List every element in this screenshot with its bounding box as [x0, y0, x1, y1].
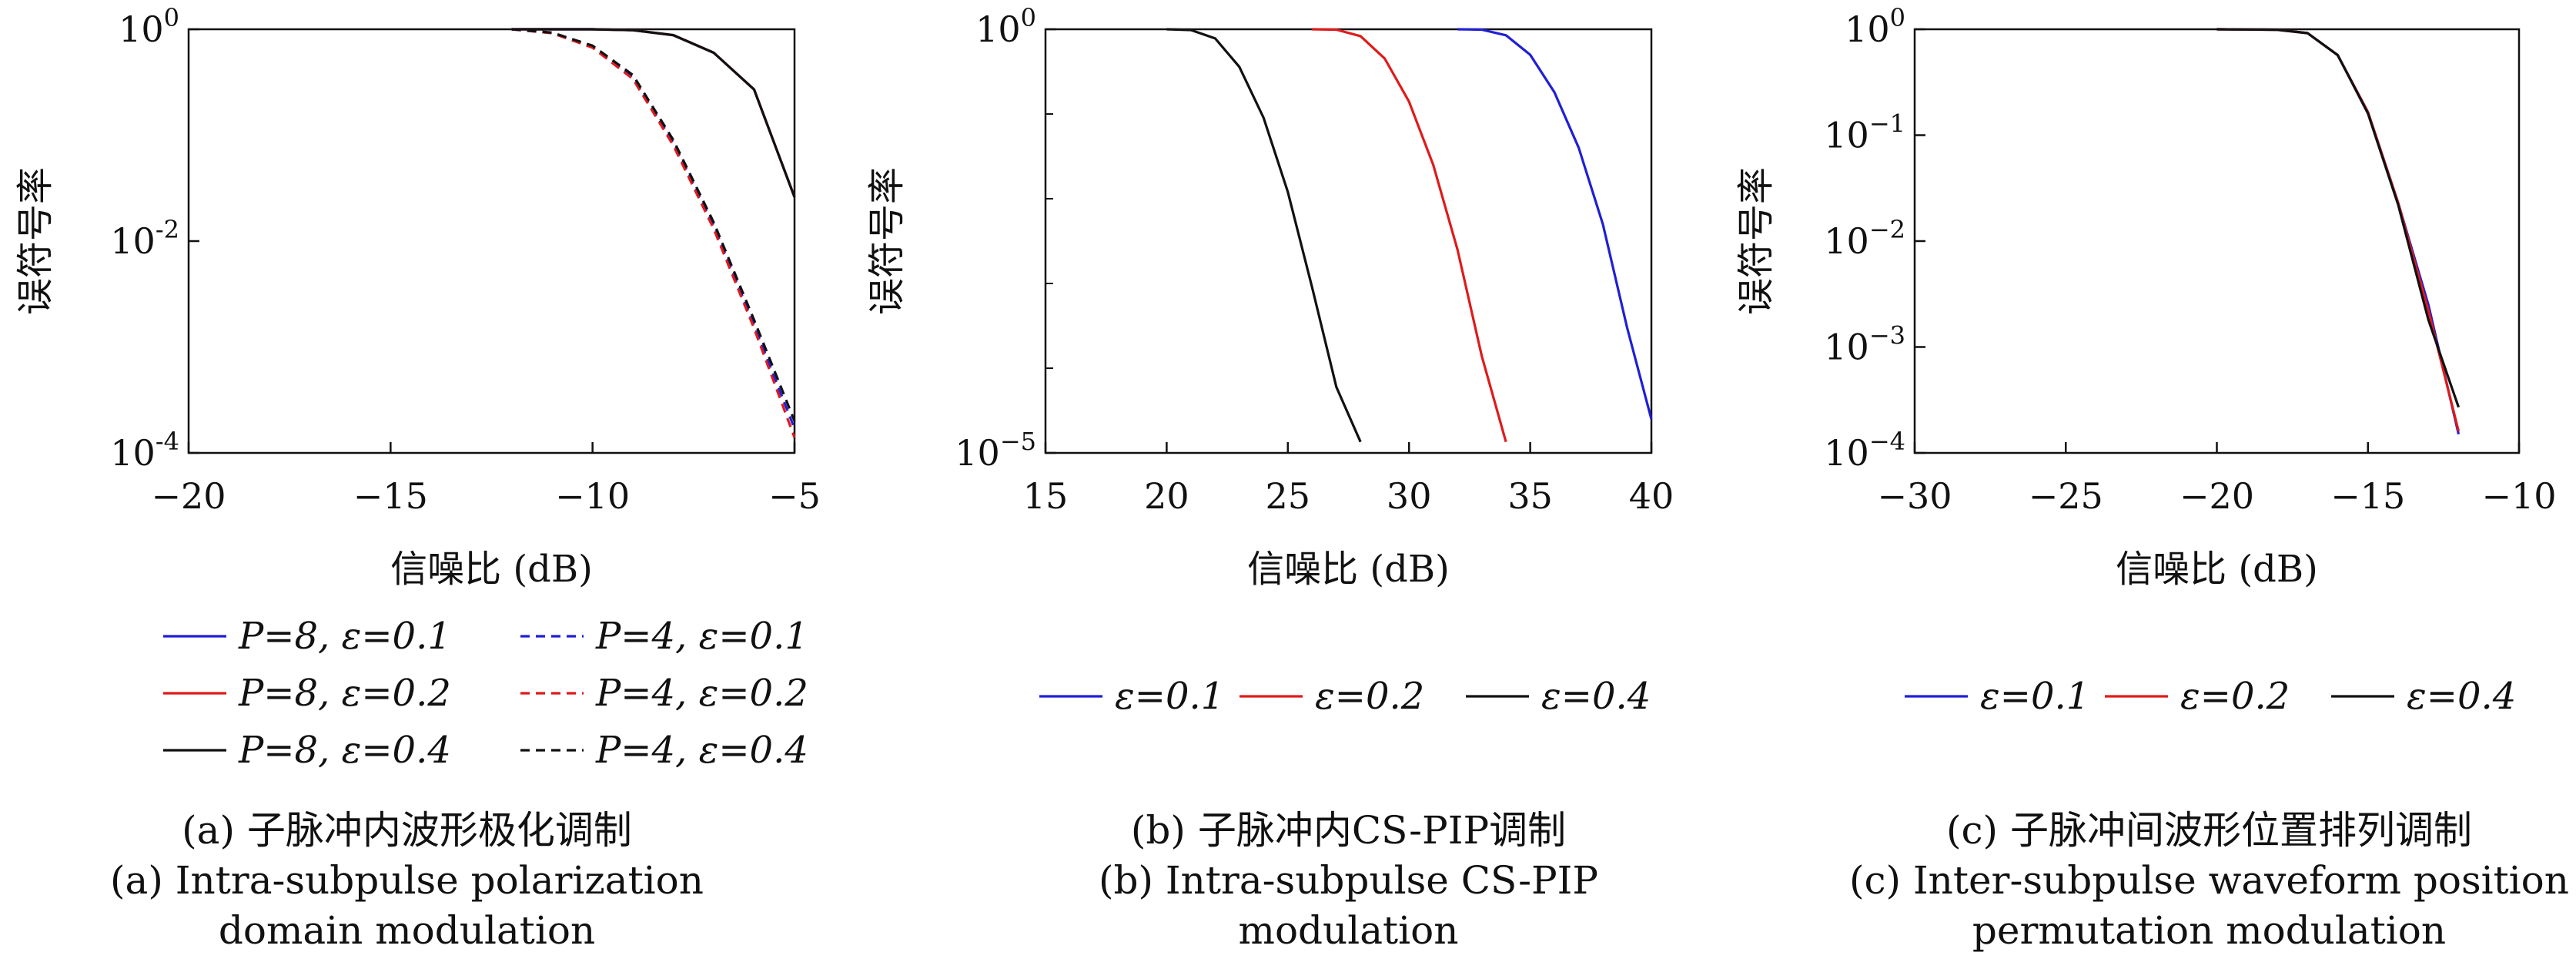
x-tick-label: 40	[1629, 475, 1674, 517]
legend-entry-label: P=8, ε=0.4	[238, 729, 451, 772]
legend-entry-label: ε=0.2	[1315, 675, 1424, 718]
legend-entry-label: P=8, ε=0.1	[238, 615, 451, 658]
series-line	[2216, 28, 2461, 435]
chart-panel-3: −30 −25 −20 −15 −10 100 10−1 10−2 10−3 10−4 信噪比 (d…	[1735, 3, 2569, 953]
legend-entry-label: P=8, ε=0.2	[238, 672, 451, 715]
x-tick-label: −5	[768, 475, 821, 517]
caption-line: (a) 子脉冲内波形极化调制	[182, 808, 632, 853]
y-tick-label: 10−2	[1824, 215, 1905, 262]
caption-line: permutation modulation	[1972, 908, 2446, 953]
legend-entry-label: ε=0.2	[2180, 675, 2290, 718]
x-tick-label: −10	[555, 475, 630, 517]
y-tick-label: 10−3	[1824, 321, 1905, 368]
x-tick-label: −30	[1877, 475, 1952, 517]
x-tick-label: 20	[1144, 475, 1189, 517]
x-tick-label: 30	[1387, 475, 1432, 517]
y-axis-label: 误符号率	[1735, 167, 1778, 315]
legend: ε=0.1 ε=0.2 ε=0.4	[1039, 675, 1651, 718]
y-tick-label: 100	[975, 3, 1036, 50]
plot-frame	[187, 28, 796, 454]
x-tick-label: −10	[2481, 475, 2556, 517]
chart-panel-1: −20 −15 −10 −5 100 10-2 10-4 信噪比 (dB) 误符号率 P=8, ε…	[14, 3, 821, 953]
legend-entry-label: P=4, ε=0.1	[595, 615, 808, 658]
y-tick-label: 100	[1845, 3, 1905, 50]
plot-frame	[1913, 28, 2521, 454]
legend-entry-label: ε=0.4	[2407, 675, 2516, 718]
legend-entry-label: P=4, ε=0.4	[595, 729, 808, 772]
caption-line: domain modulation	[219, 908, 595, 953]
y-tick-label: 100	[119, 3, 179, 50]
series-line	[511, 28, 796, 438]
x-tick-label: −20	[2180, 475, 2254, 517]
y-axis-label: 误符号率	[865, 167, 908, 315]
legend: ε=0.1 ε=0.2 ε=0.4	[1905, 675, 2516, 718]
y-tick-label: 10−5	[955, 427, 1036, 474]
series-line	[1166, 28, 1362, 443]
legend: P=8, ε=0.1 P=8, ε=0.2 P=8, ε=0.4 P=4, ε=0.1…	[163, 615, 808, 772]
y-tick-label: 10-4	[110, 427, 179, 474]
series-line	[1312, 28, 1507, 443]
x-tick-label: −15	[2330, 475, 2405, 517]
caption-line: (a) Intra-subpulse polarization	[110, 858, 704, 903]
x-tick-label: 25	[1266, 475, 1311, 517]
x-axis-label: 信噪比 (dB)	[390, 548, 593, 591]
plot-frame	[1044, 28, 1653, 454]
y-tick-label: 10−1	[1824, 109, 1905, 156]
x-tick-label: −20	[151, 475, 226, 517]
caption-line: modulation	[1239, 908, 1459, 953]
series-line	[2216, 28, 2461, 432]
legend-entry-label: ε=0.1	[1115, 675, 1224, 718]
caption-line: (b) Intra-subpulse CS-PIP	[1099, 858, 1598, 903]
x-tick-label: −15	[353, 475, 428, 517]
caption-line: (c) 子脉冲间波形位置排列调制	[1946, 808, 2472, 853]
caption-line: (b) 子脉冲内CS-PIP调制	[1131, 808, 1566, 853]
legend-entry-label: P=4, ε=0.2	[595, 672, 808, 715]
series-line	[1457, 28, 1653, 420]
series-line	[511, 28, 796, 422]
y-axis-label: 误符号率	[14, 167, 57, 315]
series-line	[511, 28, 796, 198]
x-axis-label: 信噪比 (dB)	[1247, 548, 1450, 591]
x-tick-label: 15	[1023, 475, 1069, 517]
legend-entry-label: ε=0.4	[1541, 675, 1651, 718]
x-tick-label: −25	[2029, 475, 2103, 517]
y-tick-label: 10-2	[110, 215, 179, 262]
caption-line: (c) Inter-subpulse waveform position	[1849, 858, 2569, 903]
y-tick-label: 10−4	[1824, 427, 1905, 474]
x-axis-label: 信噪比 (dB)	[2116, 548, 2318, 591]
x-tick-label: 35	[1507, 475, 1553, 517]
legend-entry-label: ε=0.1	[1980, 675, 2089, 718]
series-line	[2216, 28, 2461, 408]
